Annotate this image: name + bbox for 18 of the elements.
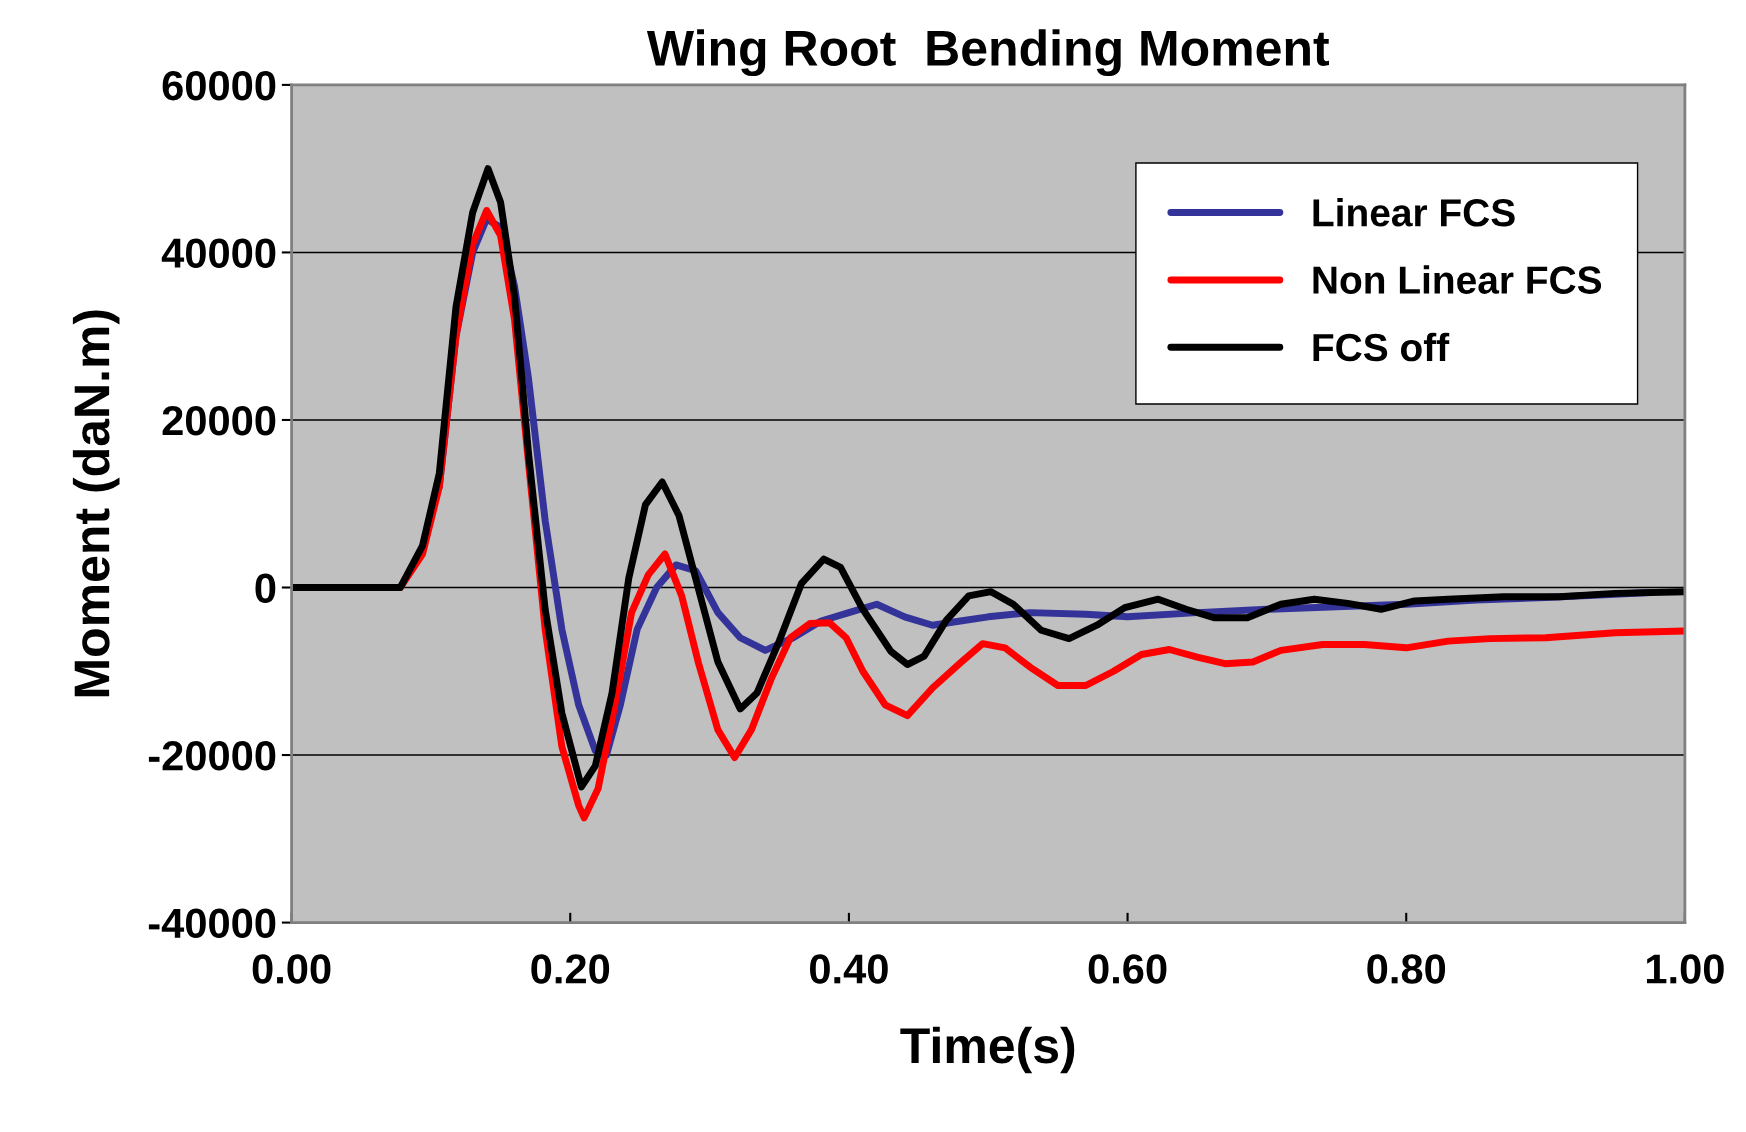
y-tick-label: -40000 <box>148 908 276 939</box>
y-tick-label: 60000 <box>162 70 276 101</box>
x-axis-title: Time(s) <box>900 1026 1075 1074</box>
legend-label: Linear FCS <box>1313 197 1515 227</box>
y-tick-label: 40000 <box>161 238 276 268</box>
x-tick-label: 0.00 <box>252 954 331 984</box>
x-tick-label: 0.20 <box>531 954 610 984</box>
x-tick-label: 0.60 <box>1088 954 1167 984</box>
x-tick-label: 0.40 <box>810 954 888 984</box>
y-tick-label: -20000 <box>148 741 276 771</box>
x-tick-label: 1.00 <box>1646 954 1724 984</box>
y-tick-label: 0 <box>255 573 276 604</box>
x-tick-label: 0.80 <box>1367 954 1446 984</box>
legend-label: FCS off <box>1313 332 1450 362</box>
y-axis-title: Moment (daN.m) <box>72 310 120 697</box>
legend-label: Non Linear FCS <box>1313 265 1602 294</box>
y-tick-label: 20000 <box>162 405 276 436</box>
chart-title: Wing Root Bending Moment <box>646 29 1330 77</box>
